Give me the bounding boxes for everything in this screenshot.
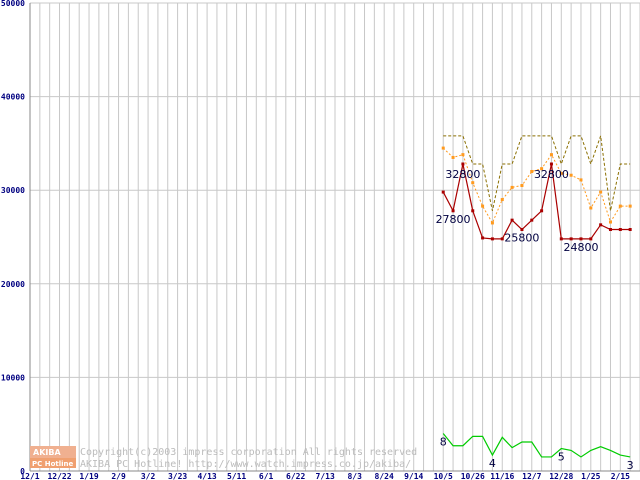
x-tick-label: 12/1 [20,472,39,480]
logo-top-box [30,446,76,458]
series-3-point [559,237,563,241]
x-tick-label: 9/14 [404,472,423,480]
x-tick-label: 12/22 [47,472,71,480]
data-label: 32800 [445,168,480,181]
series-3-point [500,237,504,241]
series-3-point [441,190,445,194]
series-2-point [500,198,504,202]
series-3-point [471,209,475,213]
x-tick-label: 10/26 [461,472,485,480]
x-tick-label: 10/5 [434,472,453,480]
series-2-point [461,153,465,157]
series-line-2 [442,147,631,225]
series-3-point [540,209,544,213]
y-tick-label: 40000 [1,93,25,102]
series-2-point [608,220,612,224]
series-3-point [589,237,593,241]
series-3-point [461,162,465,166]
data-label: 3 [627,459,634,472]
data-label: 27800 [436,213,471,226]
series-2-point [540,167,544,171]
x-tick-label: 1/25 [581,472,600,480]
series-2-point [490,221,494,225]
x-tick-label: 6/1 [259,472,274,480]
series-2-point [589,206,593,210]
x-tick-label: 3/23 [168,472,187,480]
data-label: 24800 [563,241,598,254]
series-2-point [569,173,573,177]
series-2-point [451,155,455,159]
watermark: AKIBA PC Hotline Copyright(c)2003 impres… [30,446,417,470]
series-2-point [510,185,514,189]
series-line-4 [442,433,631,458]
y-tick-label: 50000 [1,0,25,8]
x-tick-label: 2/9 [111,472,126,480]
series-3-point [510,218,514,222]
y-tick-label: 10000 [1,373,25,382]
x-axis-ticks: 12/1 12/22 1/19 2/9 3/2 3/23 4/13 5/11 6/1 6/22 7/… [20,472,630,480]
series-3-point [628,228,632,232]
series-2-point [441,146,445,150]
series-2-point [481,204,485,208]
series-2-point [471,181,475,185]
data-labels: 32800 27800 25800 32800 24800 8 4 5 3 [436,168,634,472]
y-axis-ticks: 0 10000 20000 30000 40000 50000 [1,0,25,476]
series-2-point [599,190,603,194]
data-label: 32800 [534,168,569,181]
series-3-point [490,237,494,241]
series-2-point [520,184,524,188]
logo-top-text: AKIBA [33,448,61,457]
series-3-point [618,228,622,232]
series-2-point [579,178,583,182]
y-tick-label: 20000 [1,280,25,289]
y-tick-label: 30000 [1,186,25,195]
y-tick-label: 0 [20,467,25,476]
x-tick-label: 8/3 [347,472,362,480]
logo-bottom-box [30,458,76,468]
series-3-point [599,223,603,227]
series-3-point [530,218,534,222]
x-tick-label: 2/15 [611,472,630,480]
x-tick-label: 7/13 [316,472,335,480]
series-3-point [549,162,553,166]
x-tick-label: 6/22 [286,472,305,480]
series-line-1 [443,135,631,211]
series-2-point [530,169,534,173]
x-tick-label: 1/19 [79,472,98,480]
chart-series [441,135,632,458]
x-tick-label: 3/2 [141,472,156,480]
series-2-point [549,153,553,157]
x-tick-label: 12/28 [549,472,573,480]
series-3-point [481,236,485,240]
copyright-line-1: Copyright(c)2003 impress corporation All… [80,447,417,458]
series-2-point [618,204,622,208]
series-3-point [569,237,573,241]
series-3-point [520,228,524,232]
x-tick-label: 5/11 [227,472,246,480]
series-2-point [559,171,563,175]
series-3-point [451,209,455,213]
series-line-3 [442,163,631,240]
data-label: 25800 [504,232,539,245]
series-3-point [579,237,583,241]
x-tick-label: 4/13 [197,472,216,480]
chart-grid [29,2,640,472]
x-tick-label: 12/7 [522,472,541,480]
series-2-point [628,204,632,208]
data-label: 8 [440,436,447,449]
data-label: 5 [558,451,565,464]
copyright-line-2: AKIBA PC Hotline! http://www.watch.impre… [80,459,411,470]
data-label: 4 [489,457,496,470]
x-tick-label: 8/24 [375,472,394,480]
x-tick-label: 11/16 [490,472,514,480]
logo-bottom-text: PC Hotline [32,460,74,468]
series-3-point [608,228,612,232]
